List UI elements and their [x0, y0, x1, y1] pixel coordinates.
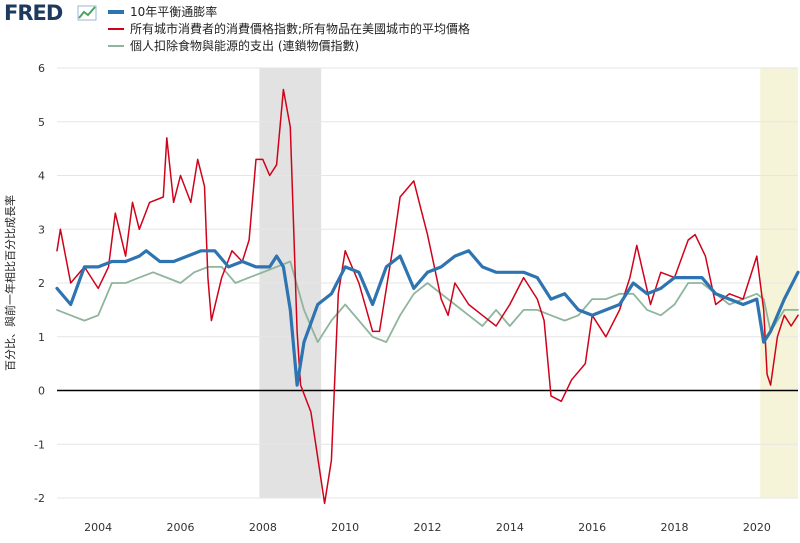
y-axis-label: 百分比、與前一年相比百分比成長率 — [3, 195, 17, 371]
fred-logo[interactable]: FRED — [4, 1, 97, 25]
x-tick-label: 2010 — [331, 521, 359, 534]
y-tick-label: 0 — [38, 385, 45, 398]
x-tick-label: 2016 — [578, 521, 606, 534]
legend-entry-3: 個人扣除食物與能源的支出 (連鎖物價指數) — [130, 38, 359, 53]
fred-logo-text: FRED — [4, 1, 63, 25]
y-tick-label: 6 — [38, 62, 45, 75]
y-tick-label: 5 — [38, 116, 45, 129]
y-tick-label: 4 — [38, 170, 45, 183]
x-tick-label: 2018 — [661, 521, 689, 534]
series-line-2 — [56, 88, 799, 505]
x-tick-label: 2012 — [414, 521, 442, 534]
y-tick-label: -1 — [34, 438, 45, 451]
x-axis-ticks: 2004 2006 2008 2010 2012 2014 2016 2018 2020 — [84, 521, 771, 534]
chart-legend: 10年平衡通膨率所有城市消費者的消費價格指數;所有物品在美國城市的平均價格個人扣… — [108, 4, 470, 53]
y-tick-label: 3 — [38, 223, 45, 236]
legend-entry-2: 所有城市消費者的消費價格指數;所有物品在美國城市的平均價格 — [130, 21, 470, 36]
x-tick-label: 2008 — [249, 521, 277, 534]
series-line-1 — [55, 249, 800, 387]
fred-logo-graph-icon — [77, 5, 97, 21]
y-tick-label: 2 — [38, 277, 45, 290]
x-tick-label: 2006 — [167, 521, 195, 534]
series-line-3 — [56, 260, 799, 344]
x-tick-label: 2004 — [84, 521, 112, 534]
legend-entry-1: 10年平衡通膨率 — [130, 4, 217, 19]
y-tick-label: -2 — [34, 492, 45, 505]
y-axis-ticks: -2 -1 0 1 2 3 4 5 6 — [34, 62, 45, 505]
series-lines — [55, 88, 800, 505]
x-tick-label: 2020 — [743, 521, 771, 534]
x-tick-label: 2014 — [496, 521, 524, 534]
y-tick-label: 1 — [38, 331, 45, 344]
